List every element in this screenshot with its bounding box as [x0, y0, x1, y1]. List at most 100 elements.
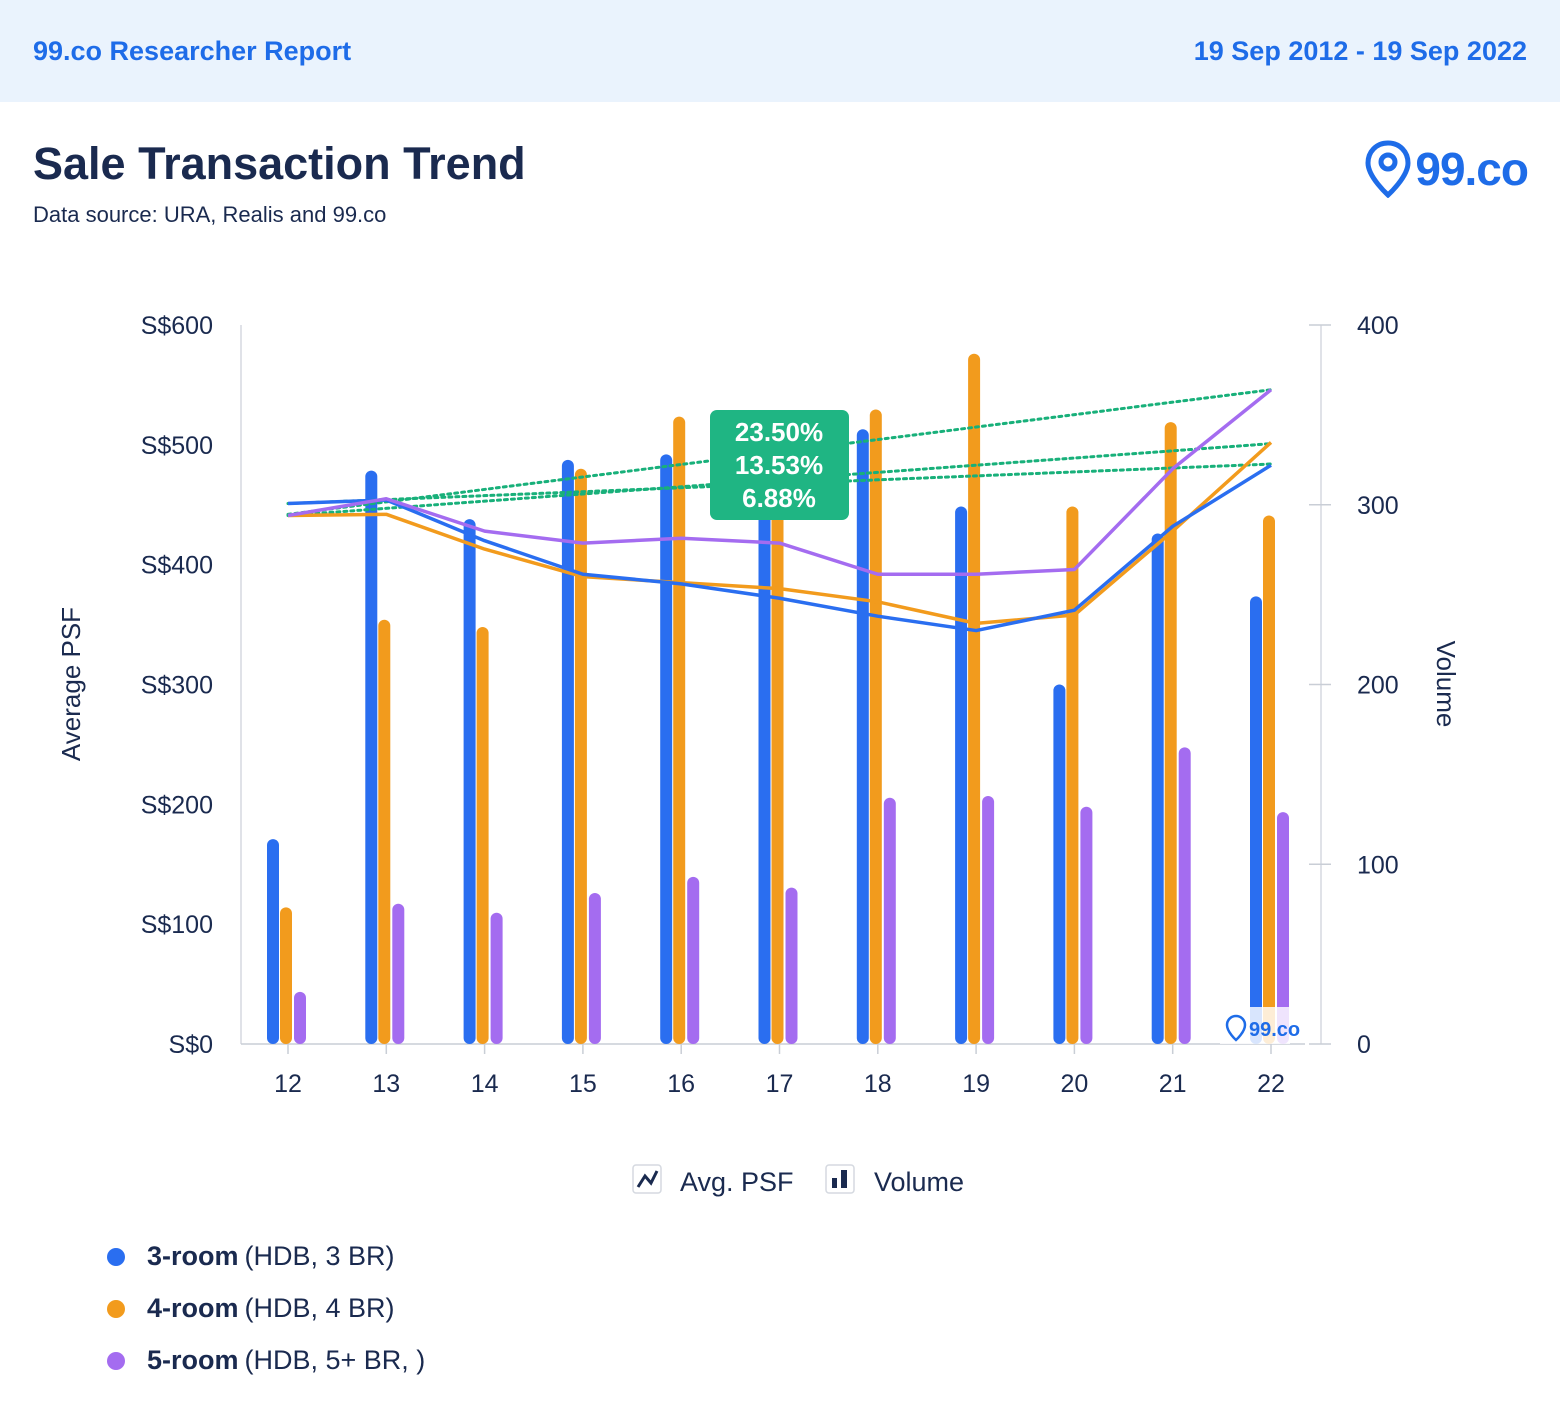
legend-item: 3-room (HDB, 3 BR)	[107, 1241, 395, 1272]
volume-bar	[1053, 684, 1066, 1044]
left-tick-label: S$200	[141, 791, 213, 819]
legend-dot-icon	[107, 1351, 125, 1370]
badge-box	[710, 410, 849, 520]
volume-bar	[1151, 533, 1164, 1044]
psf-line	[287, 463, 1272, 633]
volume-bar	[463, 519, 476, 1044]
left-axis-title: Average PSF	[56, 607, 86, 761]
badge-percentage: 6.88%	[742, 483, 816, 513]
sale-transaction-chart: S$0 S$100 S$200 S$300 S$400 S$500 S$600 0 100 200…	[56, 312, 1461, 1197]
legend-series-detail: (HDB, 4 BR)	[244, 1293, 395, 1323]
badge-percentage: 13.53%	[735, 450, 823, 480]
legend-series-name: 3-room	[147, 1241, 239, 1271]
chart-watermark: 99.co	[1220, 1007, 1300, 1044]
line-icon-glyph	[636, 1170, 659, 1188]
volume-bar	[1066, 506, 1079, 1044]
right-tick-label: 200	[1357, 672, 1399, 700]
volume-bar	[660, 454, 673, 1044]
watermark-text: 99.co	[1249, 1019, 1300, 1041]
bar-icon-frame	[825, 1164, 855, 1194]
left-tick-label: S$500	[141, 432, 213, 460]
legend-series-detail: (HDB, 5+ BR, )	[244, 1345, 426, 1375]
watermark-bg	[1220, 1007, 1290, 1044]
page-title: Sale Transaction Trend	[33, 138, 526, 189]
volume-bar	[982, 795, 995, 1044]
bar-icon-glyph	[841, 1170, 847, 1188]
psf-line	[287, 441, 1273, 626]
x-tick-label: 16	[667, 1070, 695, 1098]
right-tick-label: 100	[1357, 851, 1399, 879]
legend-dot-icon	[107, 1247, 125, 1266]
x-tick-label: 22	[1257, 1070, 1285, 1098]
watermark-pin-icon	[1225, 1014, 1247, 1042]
left-tick-label: S$300	[141, 672, 213, 700]
volume-bar	[758, 508, 771, 1045]
x-tick-label: 17	[766, 1070, 794, 1098]
legend-series-name: 4-room	[147, 1293, 239, 1323]
volume-bar	[378, 619, 391, 1044]
chart-axes: S$0 S$100 S$200 S$300 S$400 S$500 S$600 0 100 200…	[56, 312, 1461, 1098]
x-tick-label: 20	[1060, 1070, 1088, 1098]
bar-icon-glyph	[832, 1178, 837, 1188]
volume-bar	[392, 903, 405, 1044]
volume-bar	[856, 429, 869, 1044]
badge-percentage: 23.50%	[735, 417, 823, 447]
volume-bar	[883, 797, 896, 1044]
volume-bar	[1250, 596, 1262, 1044]
left-tick-label: S$600	[141, 312, 213, 340]
x-tick-label: 14	[471, 1070, 499, 1098]
logo-text: 99.co	[1415, 143, 1529, 195]
volume-bar	[771, 508, 784, 1045]
right-tick-label: 300	[1357, 492, 1399, 520]
x-tick-label: 12	[274, 1070, 302, 1098]
legend-series-name: 5-room	[147, 1345, 239, 1375]
volume-bar	[588, 893, 601, 1044]
x-tick-label: 13	[372, 1070, 400, 1098]
volume-bar	[490, 912, 503, 1044]
volume-bar	[869, 409, 882, 1044]
volume-bar	[294, 991, 306, 1044]
volume-bar	[365, 470, 378, 1044]
volume-bar	[955, 506, 968, 1044]
bar-chart-icon[interactable]	[825, 1164, 855, 1194]
psf-line	[287, 388, 1273, 577]
line-chart-icon[interactable]	[632, 1164, 662, 1194]
volume-bar	[476, 626, 489, 1044]
x-tick-label: 21	[1159, 1070, 1187, 1098]
psf-lines	[287, 388, 1273, 633]
left-tick-label: S$100	[141, 911, 213, 939]
volume-bar	[1178, 747, 1191, 1044]
trend-line	[286, 388, 1273, 516]
left-tick-label: S$400	[141, 552, 213, 580]
volume-bar	[785, 887, 798, 1044]
location-pin-icon	[1365, 140, 1411, 198]
change-badge: 23.50%13.53%6.88%	[710, 410, 849, 520]
data-source-note: Data source: URA, Realis and 99.co	[33, 202, 387, 227]
legend-avg-psf[interactable]: Avg. PSF	[680, 1167, 794, 1197]
x-tick-label: 18	[864, 1070, 892, 1098]
legend-series-detail: (HDB, 3 BR)	[244, 1241, 395, 1271]
volume-bar	[561, 459, 574, 1044]
volume-bar	[1263, 515, 1275, 1044]
date-range: 19 Sep 2012 - 19 Sep 2022	[1193, 35, 1527, 66]
left-tick-label: S$0	[169, 1031, 213, 1059]
volume-bar	[267, 839, 279, 1044]
right-tick-label: 400	[1357, 312, 1399, 340]
legend-item: 4-room (HDB, 4 BR)	[107, 1293, 395, 1324]
right-tick-label: 0	[1357, 1031, 1371, 1059]
volume-bar	[574, 468, 587, 1044]
chart-mode-legend[interactable]: Avg. PSF Volume	[632, 1164, 964, 1197]
right-axis-title: Volume	[1431, 641, 1461, 728]
x-tick-label: 19	[962, 1070, 990, 1098]
report-header-bar: 99.co Researcher Report 19 Sep 2012 - 19…	[0, 0, 1560, 102]
legend-volume[interactable]: Volume	[874, 1167, 964, 1197]
volume-bar	[1080, 806, 1093, 1044]
volume-bar	[280, 907, 292, 1044]
x-tick-label: 15	[569, 1070, 597, 1098]
brand-logo: 99.co	[1365, 140, 1529, 198]
volume-bar	[968, 353, 981, 1044]
volume-bar	[687, 876, 700, 1044]
volume-bar	[1164, 422, 1177, 1044]
volume-bars	[267, 353, 1289, 1045]
legend-item: 5-room (HDB, 5+ BR, )	[107, 1345, 425, 1376]
